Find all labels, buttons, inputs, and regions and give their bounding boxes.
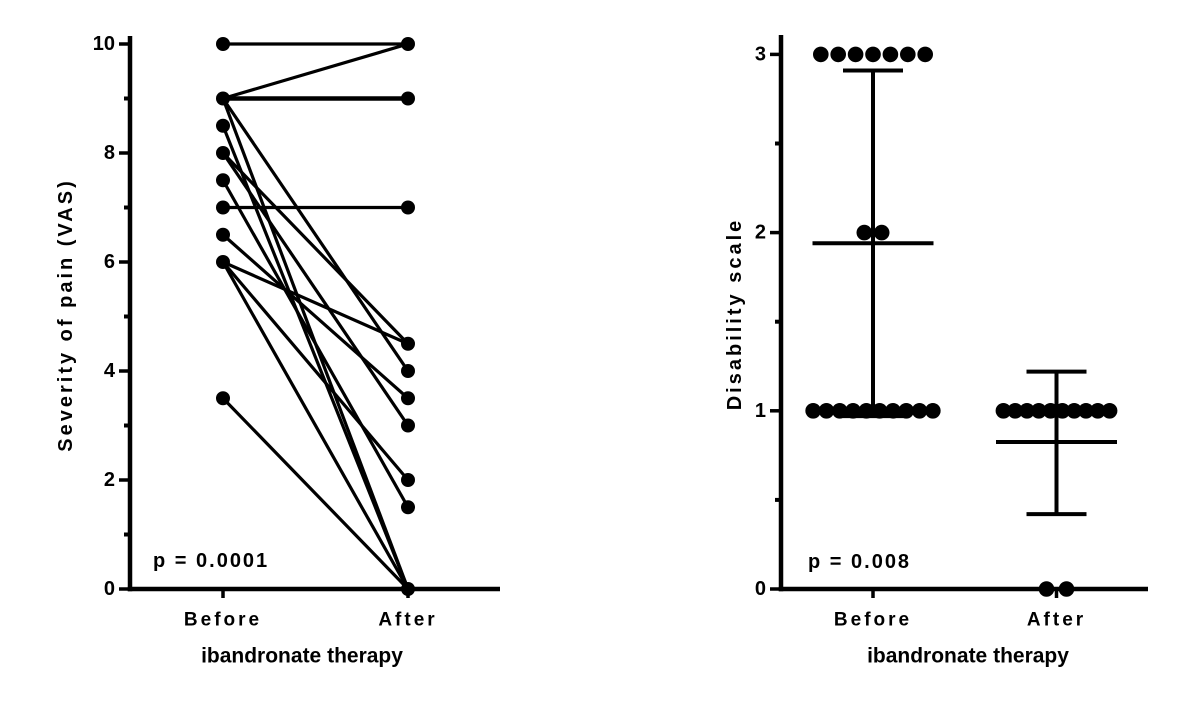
after-data-point <box>401 418 415 433</box>
before-data-point <box>216 255 230 269</box>
after-data-point <box>1007 403 1023 419</box>
before-data-point <box>865 46 881 63</box>
y-tick-label: 4 <box>104 360 116 382</box>
after-data-point <box>1101 403 1118 419</box>
after-data-point <box>1066 403 1082 419</box>
before-data-point <box>882 46 899 63</box>
x-category-label: After <box>1027 610 1086 631</box>
x-axis-title: ibandronate therapy <box>867 645 1069 668</box>
after-data-point <box>401 336 415 351</box>
patient-pair-line <box>221 125 410 590</box>
before-data-point <box>847 46 864 63</box>
y-tick-label: 0 <box>755 578 766 600</box>
before-data-point <box>805 403 821 419</box>
patient-pair-line <box>221 233 410 400</box>
y-axis-title: Severity of pain (VAS) <box>55 178 77 451</box>
y-tick-label: 0 <box>104 578 115 600</box>
y-tick-label: 2 <box>755 222 766 244</box>
x-category-label: After <box>378 610 437 631</box>
after-data-point <box>401 364 415 378</box>
y-tick-label: 1 <box>755 400 766 422</box>
before-data-point <box>216 91 230 106</box>
before-data-point <box>216 146 230 160</box>
p-value-annotation: p = 0.008 <box>808 551 911 573</box>
y-axis-title: Disability scale <box>724 218 746 411</box>
before-data-point <box>856 224 873 241</box>
p-value-annotation: p = 0.0001 <box>153 550 269 572</box>
pain-chart: 0 2 4 6 8 10 Before After Severity of pain (VAS)… <box>55 33 500 668</box>
after-data-point <box>1054 403 1071 419</box>
before-data-point <box>925 403 941 419</box>
after-data-point <box>401 473 415 487</box>
after-data-point <box>1019 403 1035 419</box>
before-data-point <box>216 391 230 406</box>
before-data-point <box>845 403 861 419</box>
patient-pair-line <box>221 151 410 345</box>
before-data-point <box>216 37 230 51</box>
before-data-point <box>216 118 230 133</box>
after-data-point <box>1078 403 1094 419</box>
y-tick-label: 8 <box>104 142 115 164</box>
before-data-point <box>911 403 928 419</box>
patient-pair-line <box>221 152 410 427</box>
y-tick-label: 10 <box>93 33 115 55</box>
disability-chart: 0 1 2 3 Before After Disability scale ibandrona… <box>724 35 1148 668</box>
before-data-point <box>900 46 916 63</box>
before-data-point <box>885 403 901 419</box>
before-data-point <box>858 403 875 419</box>
x-category-label: Before <box>834 610 912 631</box>
x-category-label: Before <box>184 610 262 631</box>
before-data-point <box>898 403 915 419</box>
before-data-point <box>917 46 933 63</box>
after-data-point <box>1042 403 1059 419</box>
patient-pair-line <box>221 261 410 590</box>
after-data-point <box>401 91 415 106</box>
before-data-point <box>873 224 890 241</box>
y-tick-label: 6 <box>104 251 115 273</box>
after-data-point <box>1038 581 1055 597</box>
after-data-point <box>401 200 415 215</box>
patient-pair-line <box>221 397 410 591</box>
before-data-point <box>216 200 230 215</box>
patient-pair-line <box>222 260 409 346</box>
before-data-point <box>871 403 888 419</box>
patient-pair-line <box>222 42 409 101</box>
after-data-point <box>401 391 415 406</box>
y-tick-label: 2 <box>104 469 115 491</box>
patient-pair-line <box>221 97 410 372</box>
after-data-point <box>1058 581 1075 597</box>
patient-pair-line <box>221 260 410 482</box>
y-tick-label: 3 <box>755 43 766 65</box>
after-data-point <box>995 403 1012 419</box>
before-data-point <box>831 403 848 419</box>
after-data-point <box>401 500 415 515</box>
patient-pair-line <box>221 179 410 509</box>
before-data-point <box>830 46 846 63</box>
after-data-point <box>1031 403 1047 419</box>
x-axis-title: ibandronate therapy <box>201 645 403 668</box>
after-data-point <box>401 582 415 596</box>
before-data-point <box>216 227 230 242</box>
before-data-point <box>216 173 230 188</box>
before-data-point <box>813 46 829 63</box>
after-data-point <box>401 37 415 51</box>
before-data-point <box>818 403 835 419</box>
after-data-point <box>1090 403 1106 419</box>
